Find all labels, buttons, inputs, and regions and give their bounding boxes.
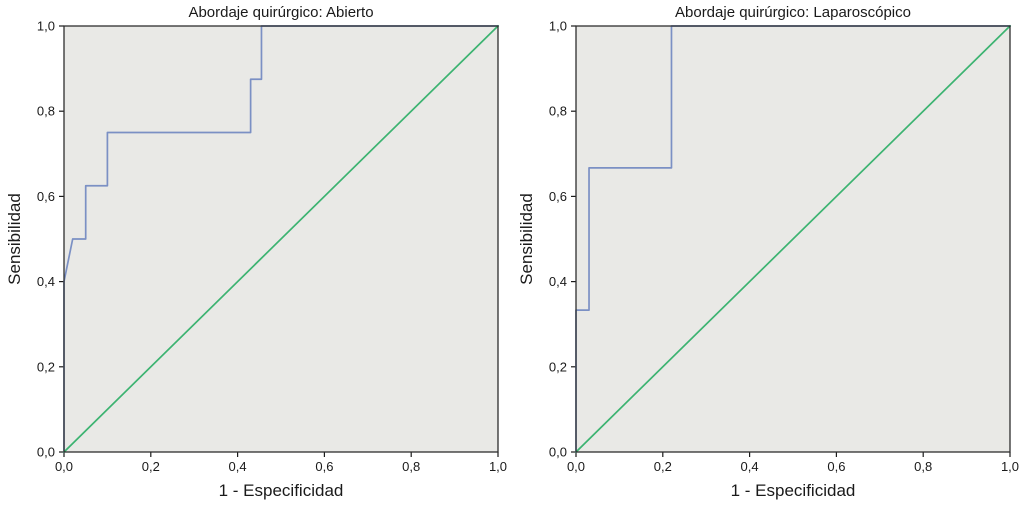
x-tick-label: 0,8 (402, 459, 420, 474)
x-tick-label: 0,4 (229, 459, 247, 474)
x-tick-label: 0,6 (827, 459, 845, 474)
x-tick-label: 0,2 (142, 459, 160, 474)
y-tick-label: 0,6 (37, 189, 55, 204)
chart-title: Abordaje quirúrgico: Laparoscópico (675, 4, 911, 21)
chart-title: Abordaje quirúrgico: Abierto (188, 4, 374, 21)
roc-curve (63, 25, 499, 453)
chart-panel-laparoscopico: Abordaje quirúrgico: Laparoscópico Sensi… (512, 0, 1024, 512)
x-tick-label: 0,2 (654, 459, 672, 474)
x-tick-label: 0,4 (741, 459, 759, 474)
plot-border (63, 25, 499, 453)
x-tick-label: 0,8 (914, 459, 932, 474)
chart-panel-abierto: Abordaje quirúrgico: Abierto Sensibilida… (5, 4, 507, 500)
x-tick-label: 0,0 (55, 459, 73, 474)
y-tick-label: 1,0 (549, 19, 567, 34)
reference-line (574, 24, 1012, 454)
y-tick-label: 0,6 (549, 189, 567, 204)
y-tick-label: 0,8 (549, 104, 567, 119)
x-tick-label: 1,0 (489, 459, 507, 474)
y-tick-label: 1,0 (37, 19, 55, 34)
y-tick-label: 0,0 (549, 445, 567, 460)
x-tick-label: 0,6 (315, 459, 333, 474)
roc-plot: 0,0 0,2 0,4 0,6 0,8 1,0 0,0 0,2 0,4 0,6 0,8 1,0 (549, 19, 1019, 475)
reference-line (62, 24, 500, 454)
y-tick-label: 0,2 (549, 359, 567, 374)
x-tick-label: 0,0 (567, 459, 585, 474)
roc-plot: 0,0 0,2 0,4 0,6 0,8 1,0 0,0 0,2 0,4 0,6 0,8 1,0 (37, 19, 507, 475)
x-axis-label: 1 - Especificidad (730, 481, 856, 500)
y-tick-label: 0,2 (37, 359, 55, 374)
y-tick-label: 0,4 (37, 274, 55, 289)
y-tick-label: 0,0 (37, 445, 55, 460)
x-axis-label: 1 - Especificidad (218, 481, 344, 500)
y-tick-label: 0,8 (37, 104, 55, 119)
plot-border (575, 25, 1011, 453)
x-tick-label: 1,0 (1001, 459, 1019, 474)
y-tick-label: 0,4 (549, 274, 567, 289)
